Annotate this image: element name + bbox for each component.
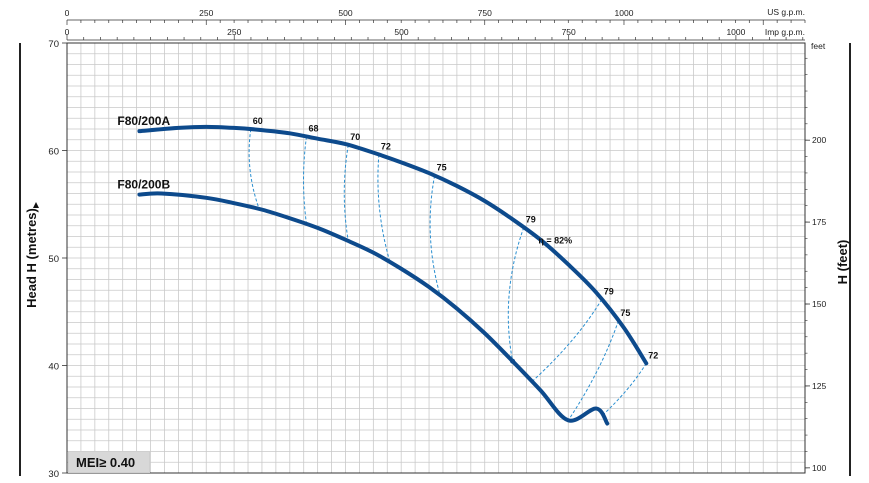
pump-curve-b <box>137 191 610 426</box>
efficiency-label: 75 <box>437 163 447 173</box>
mei-badge: MEI≥ 0.40 <box>68 451 150 473</box>
efficiency-iso-line <box>567 320 619 421</box>
y-right-axis-title: H (feet) <box>835 240 850 285</box>
imp-gpm-tick-label: 250 <box>227 27 241 37</box>
us-gpm-tick-label: 250 <box>199 8 213 18</box>
efficiency-label: 72 <box>381 142 391 152</box>
efficiency-label: 60 <box>253 116 263 126</box>
us-gpm-tick-label: 1000 <box>615 8 634 18</box>
y-right-tick-label: 125 <box>812 381 826 391</box>
imp-gpm-tick-label: 0 <box>65 27 70 37</box>
curve-label-b: F80/200B <box>117 178 170 192</box>
y-tick-label: 30 <box>48 469 59 480</box>
chart-labels: Head H (metres) H (feet) F80/200A F80/200B 6… <box>24 114 850 360</box>
imp-gpm-tick-label: 1000 <box>726 27 745 37</box>
y-right-tick-label: 175 <box>812 217 826 227</box>
efficiency-iso-line <box>531 299 603 382</box>
efficiency-label: 79 <box>526 214 536 224</box>
chart-axes: 0 250 500 750 1000 US g.p.m. 0 250 500 750 1000 Imp… <box>19 7 851 480</box>
efficiency-label: 72 <box>648 350 658 360</box>
efficiency-label: 75 <box>620 308 630 318</box>
efficiency-label: 70 <box>350 132 360 142</box>
efficiency-annotation: η = 82% <box>538 236 572 246</box>
bep-dot <box>510 358 516 364</box>
pump-curves <box>137 124 649 426</box>
pump-curve-a <box>137 124 649 366</box>
y-right-tick-label: 100 <box>812 463 826 473</box>
y-right-tick-label: 150 <box>812 299 826 309</box>
efficiency-label: 68 <box>309 124 319 134</box>
efficiency-iso-line <box>343 144 349 242</box>
curve-label-a: F80/200A <box>117 114 170 128</box>
efficiency-iso-line <box>429 175 441 296</box>
us-gpm-tick-label: 0 <box>65 8 70 18</box>
efficiency-iso-line <box>601 363 647 417</box>
imp-gpm-unit-label: Imp g.p.m. <box>765 27 805 37</box>
y-tick-label: 50 <box>48 254 59 265</box>
y-right-unit-label: feet <box>811 41 826 51</box>
y-right-tick-label: 200 <box>812 135 826 145</box>
y-axis-title: Head H (metres) <box>24 208 39 308</box>
y-tick-label: 70 <box>48 39 59 50</box>
imp-gpm-tick-label: 750 <box>562 27 576 37</box>
imp-gpm-tick-label: 500 <box>394 27 408 37</box>
efficiency-lines <box>248 129 647 421</box>
y-tick-label: 40 <box>48 362 59 373</box>
us-gpm-tick-label: 500 <box>338 8 352 18</box>
efficiency-iso-line <box>507 227 525 362</box>
efficiency-label: 79 <box>604 286 614 296</box>
up-arrow-icon <box>33 202 39 208</box>
chart-grid <box>67 43 805 473</box>
efficiency-iso-line <box>248 129 260 210</box>
us-gpm-tick-label: 750 <box>478 8 492 18</box>
efficiency-iso-line <box>377 154 391 263</box>
us-gpm-unit-label: US g.p.m. <box>767 7 805 17</box>
y-tick-label: 60 <box>48 147 59 158</box>
